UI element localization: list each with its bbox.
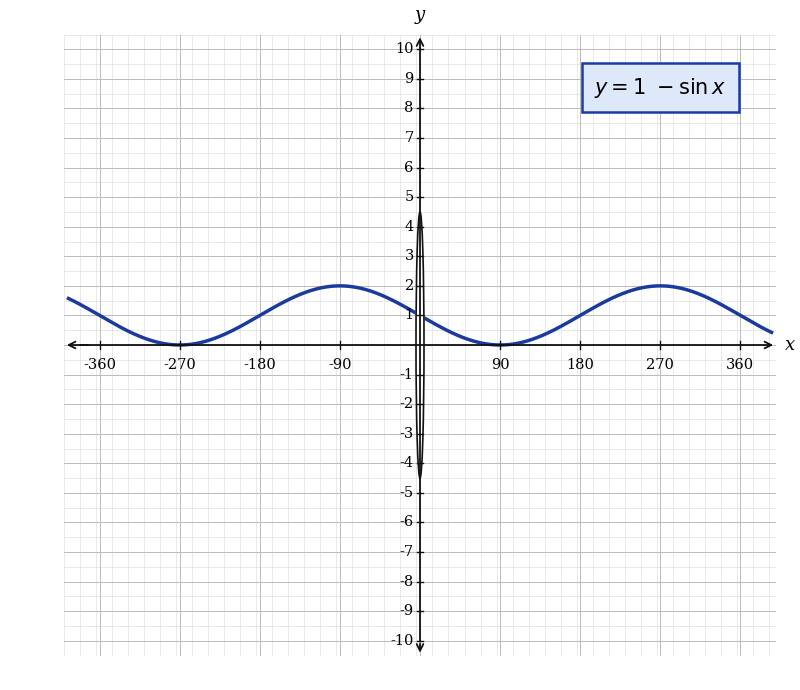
Text: -3: -3 bbox=[399, 426, 414, 441]
Text: 3: 3 bbox=[404, 249, 414, 264]
Text: -180: -180 bbox=[243, 358, 276, 373]
Text: -6: -6 bbox=[399, 515, 414, 529]
Text: 90: 90 bbox=[490, 358, 510, 373]
Text: -1: -1 bbox=[400, 368, 414, 382]
Text: $y = 1\ -\sin x$: $y = 1\ -\sin x$ bbox=[594, 76, 726, 100]
Text: 2: 2 bbox=[405, 279, 414, 293]
Text: 4: 4 bbox=[405, 219, 414, 234]
Text: -90: -90 bbox=[328, 358, 352, 373]
Text: 7: 7 bbox=[405, 131, 414, 145]
Text: 180: 180 bbox=[566, 358, 594, 373]
Text: 360: 360 bbox=[726, 358, 754, 373]
Text: -4: -4 bbox=[400, 456, 414, 471]
Circle shape bbox=[416, 212, 424, 478]
Text: 6: 6 bbox=[404, 161, 414, 175]
Text: x: x bbox=[785, 336, 795, 354]
Text: -5: -5 bbox=[400, 486, 414, 500]
Text: 270: 270 bbox=[646, 358, 674, 373]
Text: 1: 1 bbox=[405, 308, 414, 322]
Text: 8: 8 bbox=[404, 101, 414, 115]
Text: -360: -360 bbox=[83, 358, 116, 373]
Text: 9: 9 bbox=[405, 72, 414, 86]
Text: -10: -10 bbox=[390, 633, 414, 648]
Text: 5: 5 bbox=[405, 190, 414, 204]
Text: 10: 10 bbox=[395, 42, 414, 57]
Text: -8: -8 bbox=[399, 575, 414, 589]
Text: -2: -2 bbox=[400, 397, 414, 411]
Text: -7: -7 bbox=[400, 545, 414, 559]
Text: -9: -9 bbox=[400, 604, 414, 618]
Text: -270: -270 bbox=[163, 358, 196, 373]
Text: y: y bbox=[415, 6, 425, 24]
